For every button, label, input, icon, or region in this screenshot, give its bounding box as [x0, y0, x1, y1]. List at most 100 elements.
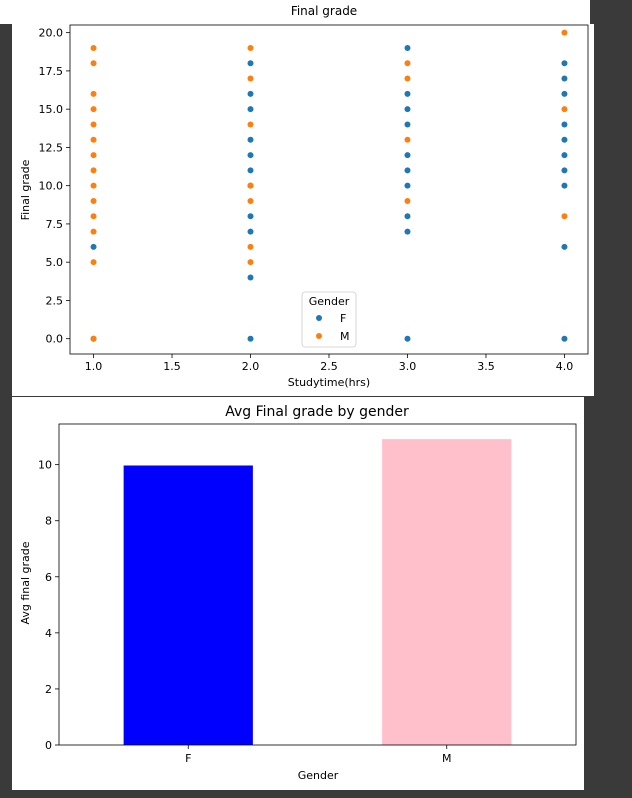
legend-label-f: F: [340, 312, 346, 325]
scatter-point-f: [404, 106, 411, 113]
scatter-point-m: [247, 259, 254, 266]
bar-y-tick-label: 2: [45, 683, 52, 696]
scatter-y-tick-label: 5.0: [46, 256, 64, 269]
scatter-point-m: [404, 60, 411, 67]
scatter-point-f: [404, 182, 411, 189]
bar-y-tick-label: 0: [45, 739, 52, 752]
scatter-point-m: [561, 29, 568, 36]
scatter-x-axis: 1.0 1.5 2.0 2.5 3.0 3.5 4.0: [85, 354, 573, 373]
bar-x-tick-label: F: [185, 752, 191, 765]
scatter-point-m: [90, 335, 97, 342]
bar-y-tick-label: 4: [45, 627, 52, 640]
scatter-point-m: [404, 75, 411, 82]
scatter-point-m: [90, 90, 97, 97]
scatter-title: Final grade: [291, 4, 357, 18]
scatter-point-f: [404, 90, 411, 97]
scatter-y-tick-label: 15.0: [39, 103, 64, 116]
bar-y-axis: 0 2 4 6 8 10: [38, 459, 59, 752]
bar-f: [123, 465, 253, 745]
scatter-point-f: [404, 335, 411, 342]
scatter-y-tick-label: 20.0: [39, 27, 64, 40]
scatter-x-label: Studytime(hrs): [288, 376, 370, 389]
bar-x-label: Gender: [298, 769, 339, 782]
scatter-x-tick-label: 3.0: [399, 360, 417, 373]
scatter-point-f: [247, 167, 254, 174]
scatter-y-axis: 0.0 2.5 5.0 7.5 10.0 12.5 15.0 17.5 20.0: [39, 27, 70, 346]
bar-y-tick-label: 6: [45, 571, 52, 584]
legend-title: Gender: [309, 295, 350, 308]
scatter-y-tick-label: 2.5: [46, 294, 64, 307]
scatter-point-m: [247, 75, 254, 82]
scatter-x-tick-label: 1.0: [85, 360, 103, 373]
scatter-point-f: [404, 152, 411, 159]
scatter-point-m: [247, 243, 254, 250]
top-banner: Final grade: [0, 0, 590, 24]
scatter-y-tick-label: 10.0: [39, 180, 64, 193]
scatter-point-m: [561, 213, 568, 220]
scatter-point-m: [247, 182, 254, 189]
scatter-point-m: [90, 213, 97, 220]
scatter-point-f: [561, 243, 568, 250]
scatter-point-f: [404, 44, 411, 51]
scatter-point-f: [247, 60, 254, 67]
scatter-y-label: Final grade: [19, 159, 32, 220]
scatter-legend: Gender F M: [301, 291, 357, 348]
scatter-x-tick-label: 1.5: [163, 360, 181, 373]
scatter-point-f: [247, 136, 254, 143]
scatter-x-tick-label: 2.5: [320, 360, 338, 373]
bar-plot-frame: [58, 423, 577, 746]
legend-marker-m: [316, 333, 322, 339]
scatter-point-m: [247, 197, 254, 204]
scatter-y-tick-label: 17.5: [39, 65, 64, 78]
scatter-y-tick-label: 7.5: [46, 218, 64, 231]
scatter-point-f: [404, 213, 411, 220]
legend-label-m: M: [340, 330, 350, 343]
scatter-point-f: [561, 90, 568, 97]
scatter-point-f: [404, 167, 411, 174]
scatter-point-m: [90, 182, 97, 189]
scatter-point-f: [404, 228, 411, 235]
scatter-point-f: [247, 106, 254, 113]
scatter-point-f: [247, 228, 254, 235]
scatter-point-f: [247, 213, 254, 220]
scatter-point-f: [247, 274, 254, 281]
scatter-point-m: [90, 44, 97, 51]
scatter-point-f: [90, 243, 97, 250]
scatter-point-m: [561, 106, 568, 113]
legend-box: [301, 291, 357, 348]
scatter-point-f: [561, 136, 568, 143]
scatter-point-m: [90, 197, 97, 204]
scatter-point-f: [247, 335, 254, 342]
scatter-x-tick-label: 2.0: [242, 360, 260, 373]
scatter-x-tick-label: 4.0: [556, 360, 574, 373]
scatter-point-f: [561, 182, 568, 189]
legend-marker-f: [316, 315, 322, 321]
scatter-point-m: [90, 259, 97, 266]
scatter-point-f: [561, 60, 568, 67]
scatter-title-area: Final grade: [291, 4, 357, 18]
bar-x-tick-label: M: [442, 752, 452, 765]
scatter-point-f: [561, 75, 568, 82]
scatter-point-f: [247, 152, 254, 159]
scatter-points: [90, 29, 568, 342]
bar-title: Avg Final grade by gender: [225, 404, 409, 420]
scatter-point-m: [90, 60, 97, 67]
scatter-point-f: [561, 167, 568, 174]
scatter-point-m: [90, 136, 97, 143]
scatter-point-m: [404, 197, 411, 204]
scatter-point-m: [90, 228, 97, 235]
scatter-point-m: [247, 121, 254, 128]
scatter-point-m: [90, 152, 97, 159]
scatter-point-m: [247, 44, 254, 51]
scatter-point-m: [90, 167, 97, 174]
scatter-point-f: [561, 152, 568, 159]
scatter-point-m: [90, 121, 97, 128]
scatter-point-f: [561, 335, 568, 342]
scatter-chart: 1.0 1.5 2.0 2.5 3.0 3.5 4.0 0.0 2.5 5.0 7.5 10.0 12…: [19, 24, 589, 389]
scatter-point-m: [90, 106, 97, 113]
scatter-chart-panel: 1.0 1.5 2.0 2.5 3.0 3.5 4.0 0.0 2.5 5.0 7.5 10.0 12…: [12, 24, 594, 396]
scatter-x-tick-label: 3.5: [477, 360, 495, 373]
